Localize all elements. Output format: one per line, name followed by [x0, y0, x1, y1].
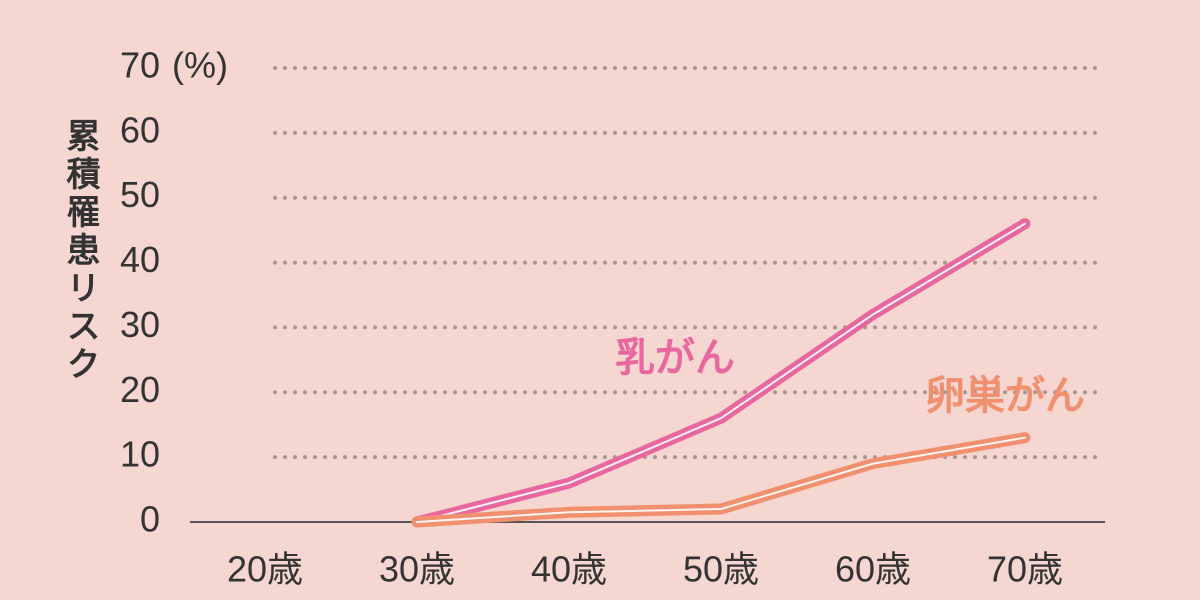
series-label: 乳がん — [615, 335, 735, 381]
series-line-highlight — [416, 222, 1026, 523]
x-tick-label: 50歳 — [683, 549, 759, 590]
series-line-highlight — [416, 436, 1026, 523]
y-tick-label: 10 — [120, 434, 160, 475]
y-tick-label: 40 — [120, 239, 160, 280]
x-tick-label: 40歳 — [531, 549, 607, 590]
series-label: 卵巣がん — [925, 373, 1085, 419]
y-axis-label: 累積罹患リスク — [60, 118, 100, 384]
y-tick-label: 0 — [140, 499, 160, 540]
y-tick-label: 20 — [120, 369, 160, 410]
y-tick-label: 50 — [120, 174, 160, 215]
y-tick-label: 60 — [120, 109, 160, 150]
unit-label: (%) — [172, 45, 228, 86]
x-tick-label: 30歳 — [379, 549, 455, 590]
x-tick-label: 20歳 — [227, 549, 303, 590]
x-tick-label: 60歳 — [835, 549, 911, 590]
y-tick-label: 70 — [120, 45, 160, 86]
x-tick-label: 70歳 — [987, 549, 1063, 590]
y-tick-label: 30 — [120, 304, 160, 345]
